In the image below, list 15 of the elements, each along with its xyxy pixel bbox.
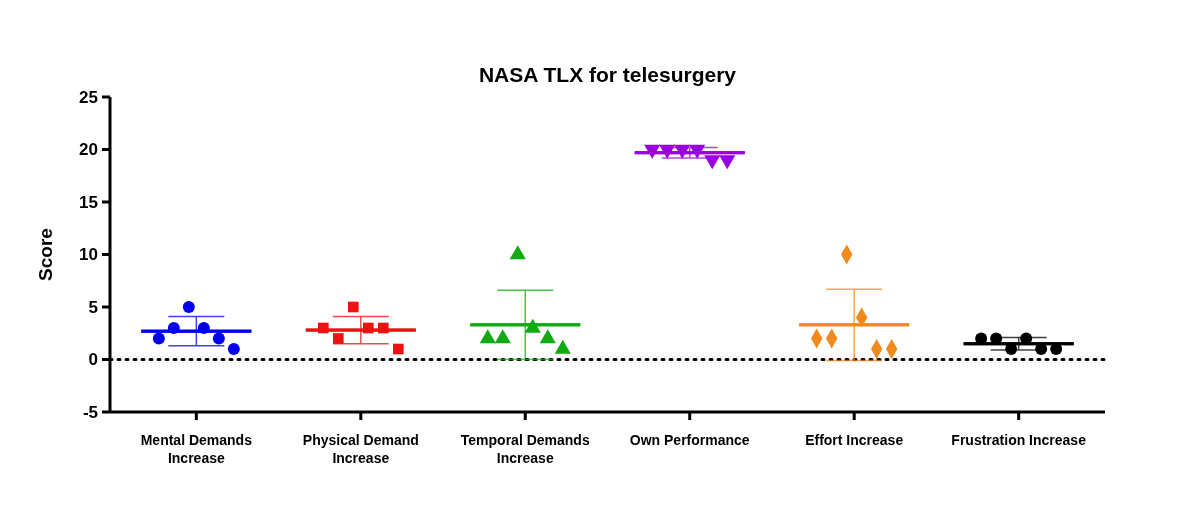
y-axis-title: Score (35, 228, 56, 281)
y-tick-label: 5 (88, 297, 98, 317)
x-tick-label: Frustration Increase (951, 432, 1087, 448)
y-tick-label: 15 (79, 192, 98, 212)
y-tick-label: -5 (82, 402, 98, 422)
y-tick-label: 25 (79, 87, 98, 107)
x-tick-label: Mental Demands Increase (140, 432, 253, 466)
x-tick-label: Temporal Demands Increase (460, 432, 590, 466)
x-tick-label: Own Performance (629, 432, 750, 448)
y-tick-label: 10 (79, 245, 98, 265)
x-tick-label: Physical Demand Increase (302, 432, 419, 466)
chart-title: NASA TLX for telesurgery (478, 63, 737, 86)
y-tick-label: 20 (79, 140, 98, 160)
x-tick-label: Effort Increase (805, 432, 904, 448)
y-tick-label: 0 (88, 350, 98, 370)
